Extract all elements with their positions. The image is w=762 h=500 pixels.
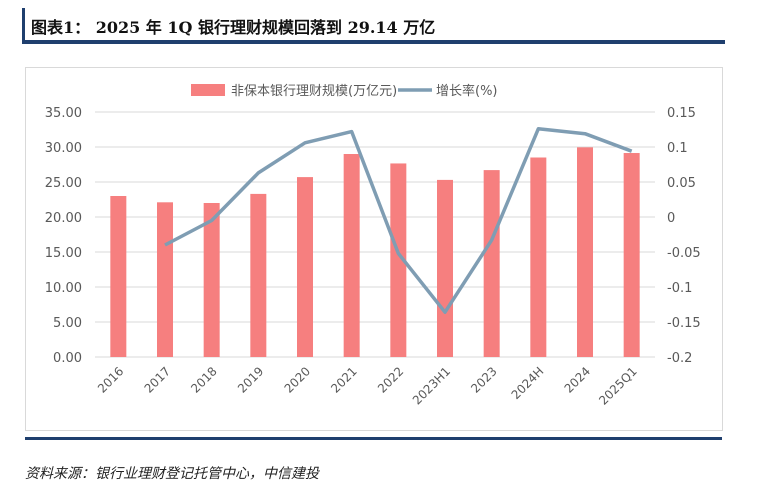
source-note: 资料来源：银行业理财登记托管中心，中信建投: [25, 466, 319, 482]
left-tick-label: 5.00: [53, 316, 82, 331]
growth-line: [164, 127, 633, 314]
x-tick-label: 2016: [95, 364, 126, 395]
bar: [483, 170, 500, 357]
x-tick-label: 2023H1: [410, 364, 453, 407]
chart-frame: [25, 67, 723, 431]
x-tick-label: 2024H: [509, 364, 547, 402]
bar: [297, 177, 313, 357]
right-tick-label: -0.15: [667, 316, 701, 331]
bar: [343, 154, 360, 357]
left-tick-label: 0.00: [53, 351, 82, 366]
left-tick-label: 25.00: [45, 176, 82, 191]
bar: [250, 193, 267, 357]
left-tick-label: 15.00: [45, 246, 82, 261]
bar: [110, 196, 127, 357]
x-tick-label: 2025Q1: [596, 364, 640, 408]
x-tick-label: 2020: [282, 364, 313, 395]
right-tick-label: -0.05: [667, 246, 701, 261]
left-tick-label: 20.00: [45, 211, 82, 226]
left-tick-label: 30.00: [45, 141, 82, 156]
left-tick-label: 10.00: [45, 281, 82, 296]
title-bar: 图表1： 2025 年 1Q 银行理财规模回落到 29.14 万亿: [22, 8, 725, 44]
bar: [530, 157, 547, 357]
x-tick-label: 2022: [375, 364, 406, 395]
x-tick-label: 2023: [468, 364, 499, 395]
left-tick-label: 35.00: [45, 106, 82, 121]
bar: [623, 153, 640, 357]
x-tick-label: 2018: [188, 364, 219, 395]
divider: [25, 437, 722, 440]
right-tick-label: 0.05: [667, 176, 696, 191]
x-tick-label: 2017: [142, 364, 173, 395]
bar: [203, 203, 220, 357]
right-tick-label: -0.1: [667, 281, 692, 296]
right-tick-label: 0.1: [667, 141, 688, 156]
bar: [577, 147, 593, 357]
legend-line-label: 增长率(%): [436, 83, 498, 99]
legend-bar-label: 非保本银行理财规模(万亿元): [231, 84, 397, 99]
x-tick-label: 2024: [562, 364, 593, 395]
right-tick-label: 0.15: [667, 106, 696, 121]
bar: [437, 179, 453, 357]
x-tick-label: 2021: [328, 364, 359, 395]
legend-bar-swatch: [191, 84, 225, 96]
x-tick-label: 2019: [235, 364, 266, 395]
right-tick-label: -0.2: [667, 351, 692, 366]
right-tick-label: 0: [667, 211, 675, 226]
bar: [390, 163, 407, 357]
bar: [157, 202, 173, 357]
figure-title: 图表1： 2025 年 1Q 银行理财规模回落到 29.14 万亿: [31, 18, 436, 37]
